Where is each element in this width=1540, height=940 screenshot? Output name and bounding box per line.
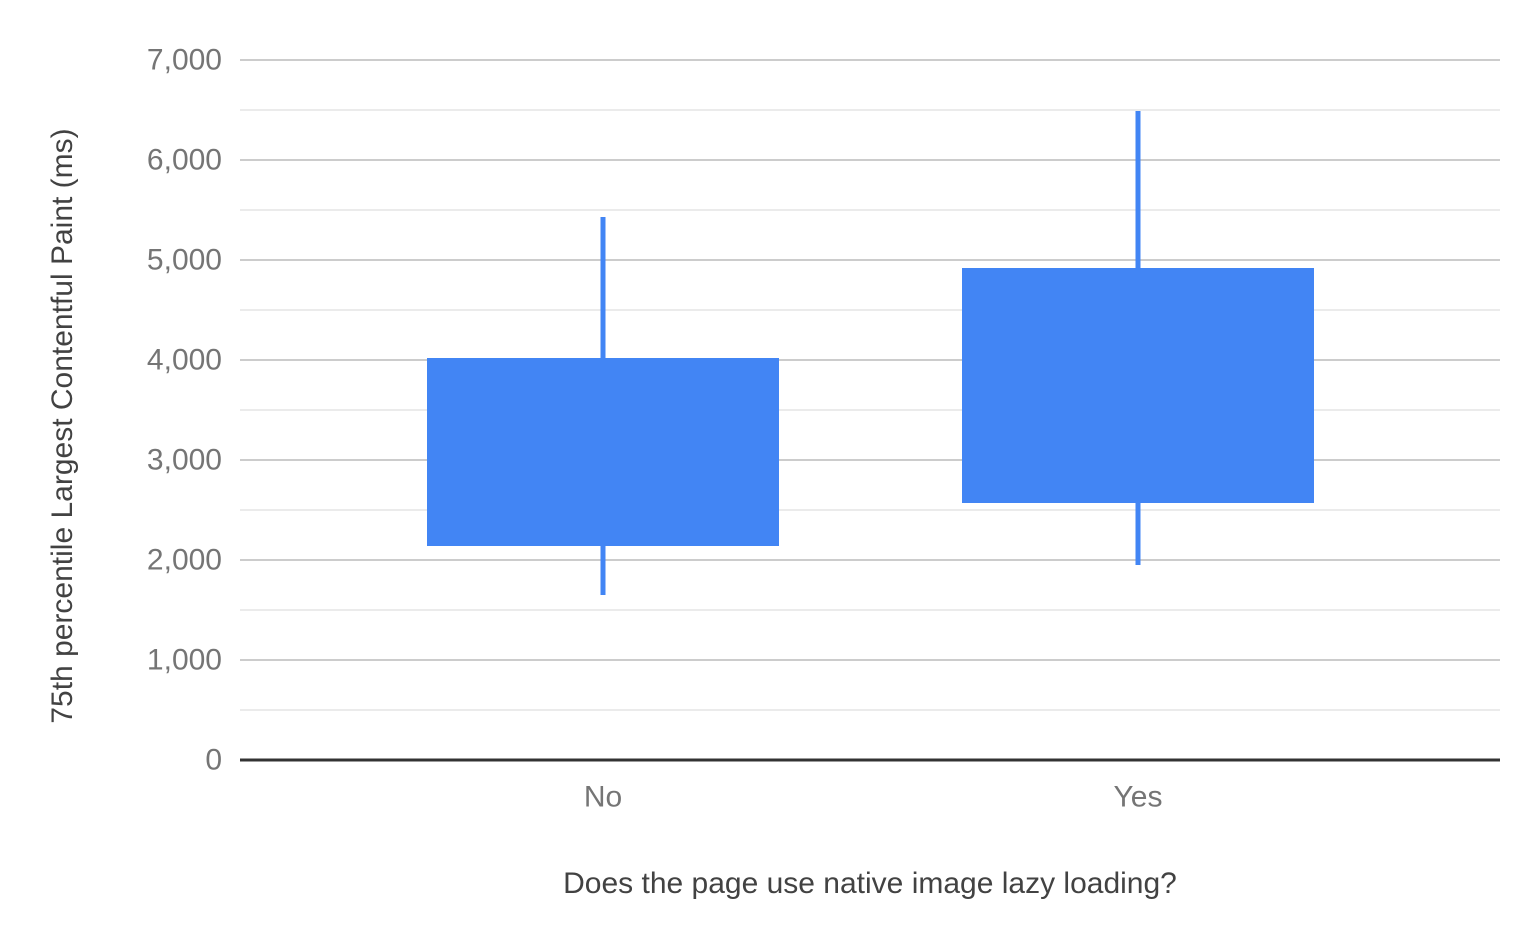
y-tick-label: 3,000	[147, 444, 222, 477]
y-axis-title: 75th percentile Largest Contentful Paint…	[46, 128, 79, 724]
y-tick-label: 4,000	[147, 344, 222, 377]
x-axis-title: Does the page use native image lazy load…	[563, 867, 1177, 900]
x-category-label-no: No	[584, 781, 622, 814]
x-category-label-yes: Yes	[1114, 781, 1163, 814]
y-tick-label: 0	[205, 744, 222, 777]
box-yes	[962, 268, 1314, 503]
y-tick-label: 2,000	[147, 544, 222, 577]
y-tick-label: 1,000	[147, 644, 222, 677]
box-no	[427, 358, 779, 546]
y-tick-label: 5,000	[147, 244, 222, 277]
y-tick-label: 7,000	[147, 44, 222, 77]
y-tick-label: 6,000	[147, 144, 222, 177]
